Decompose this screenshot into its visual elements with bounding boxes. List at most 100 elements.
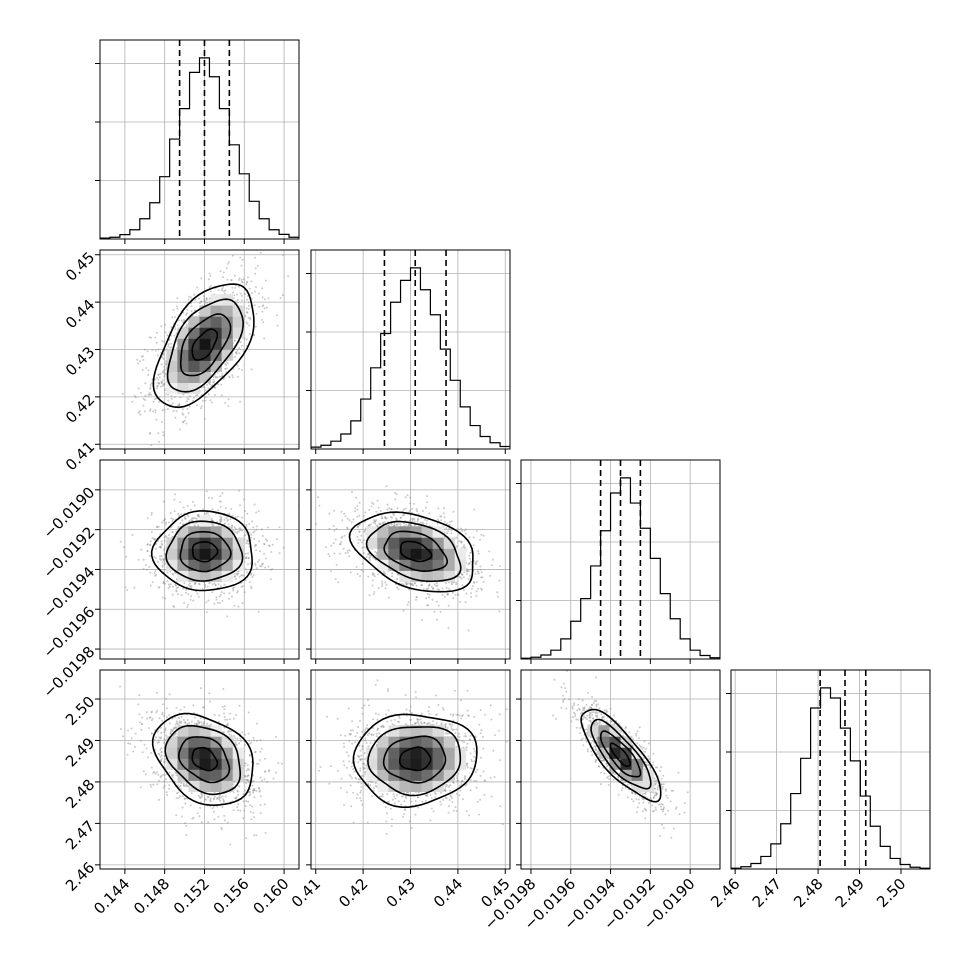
sample-point [260,528,263,531]
sample-point [410,524,413,527]
sample-point [177,404,180,407]
sample-point [404,496,407,499]
sample-point [435,585,438,587]
sample-point [134,732,137,735]
sample-point [466,569,469,572]
sample-point [222,687,225,690]
sample-point [366,553,369,556]
sample-point [190,310,193,313]
sample-point [209,285,212,287]
sample-point [239,341,242,344]
sample-point [387,524,390,527]
sample-point [173,334,176,337]
sample-point [167,399,170,402]
sample-point [415,598,417,601]
sample-point [231,286,234,289]
sample-point [253,334,256,337]
sample-point [356,508,359,511]
sample-point [207,278,210,281]
sample-point [248,739,251,742]
sample-point [162,519,165,522]
sample-point [196,514,199,517]
sample-point [467,563,470,566]
density-cell [421,570,433,582]
sample-point [141,751,144,754]
contour-level-3 [365,520,462,583]
sample-point [151,581,154,584]
sample-point [344,552,347,555]
sample-point [460,527,462,530]
density-cell [166,382,178,395]
sample-point [163,742,166,745]
sample-point [185,323,188,326]
sample-point [166,408,169,411]
contour-level-4 [150,510,253,592]
sample-point [161,711,164,714]
sample-point [125,555,128,558]
sample-point [242,498,245,501]
sample-point [330,544,333,547]
sample-point [433,610,436,613]
sample-point [335,528,338,530]
sample-point [240,585,243,588]
sample-point [253,789,256,792]
density-cell [177,360,189,372]
sample-point [158,382,160,385]
sample-point [161,596,164,599]
sample-point [162,500,165,503]
sample-point [411,584,414,586]
sample-point [173,396,176,398]
sample-point [231,514,234,517]
density-cell [377,537,389,549]
sample-point [223,592,226,595]
density-cell [199,305,211,317]
sample-point [384,517,387,520]
sample-point [249,332,251,335]
sample-point [186,325,188,328]
sample-point [428,596,430,599]
sample-point [149,543,152,546]
sample-point [171,573,174,575]
sample-point [177,512,180,515]
sample-point [224,507,227,510]
density-cell [399,548,411,560]
sample-point [179,784,182,787]
sample-point [184,722,187,724]
sample-point [255,567,258,570]
sample-point [241,344,244,347]
sample-point [189,582,191,585]
sample-point [230,507,233,510]
density-cell [177,559,189,571]
sample-point [393,522,396,525]
sample-point [417,518,420,521]
sample-point [368,556,371,559]
sample-point [238,347,241,350]
sample-point [147,393,150,396]
sample-point [187,298,190,301]
histogram-panel-1 [306,249,511,454]
sample-point [181,408,184,411]
sample-point [146,543,149,546]
sample-point [164,534,167,537]
sample-point [258,305,261,308]
sample-point [396,507,399,510]
sample-point [253,545,256,548]
sample-point [496,591,499,594]
sample-point [440,519,443,522]
sample-point [473,581,475,584]
sample-point [445,582,447,585]
sample-point [368,508,371,511]
sample-point [287,275,290,278]
density-cell [188,349,200,361]
sample-point [183,516,186,519]
sample-point [395,493,398,496]
sample-point [173,605,175,608]
sample-point [196,514,199,517]
sample-point [215,376,217,379]
sample-point [359,539,362,542]
sample-point [383,571,386,574]
sample-point [146,550,149,553]
sample-point [261,310,264,313]
sample-point [428,512,431,515]
sample-point [225,363,228,366]
